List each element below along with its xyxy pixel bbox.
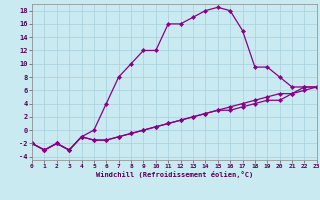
X-axis label: Windchill (Refroidissement éolien,°C): Windchill (Refroidissement éolien,°C) — [96, 171, 253, 178]
